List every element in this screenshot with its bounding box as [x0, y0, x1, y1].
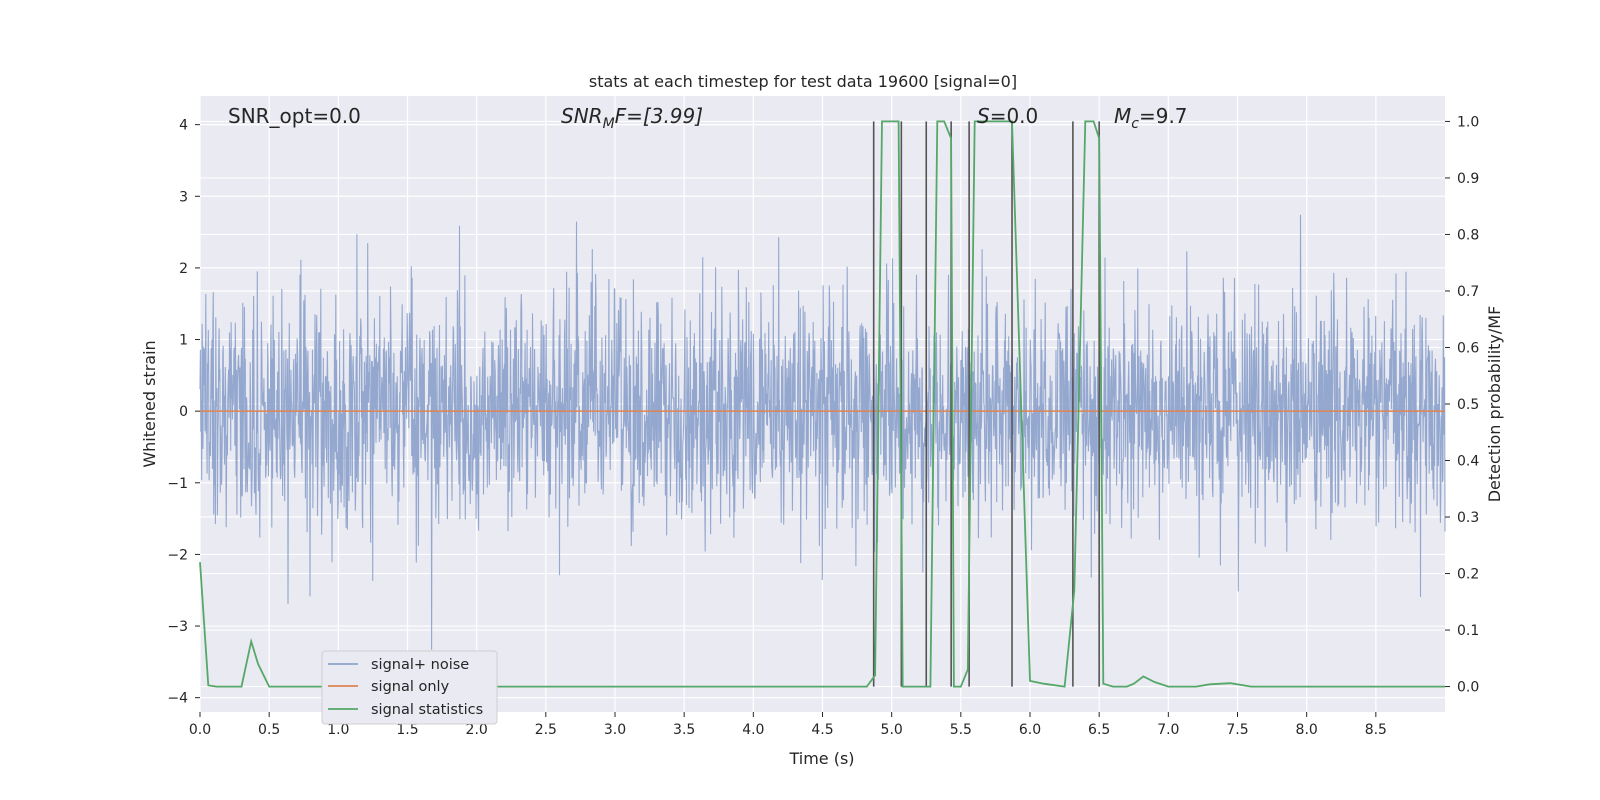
x-tick-label: 5.5 [950, 722, 972, 738]
x-tick-label: 8.5 [1365, 722, 1387, 738]
x-tick-label: 1.0 [327, 722, 349, 738]
y-left-tick-label: −4 [167, 691, 188, 707]
y-left-tick-label: 1 [179, 333, 188, 349]
annotation-mc-rest: =9.7 [1139, 104, 1188, 128]
y-right-tick-label: 0.6 [1457, 340, 1479, 356]
y-right-tick-label: 0.3 [1457, 510, 1479, 526]
y-right-tick-label: 0.2 [1457, 567, 1479, 583]
y-left-tick-label: 3 [179, 189, 188, 205]
x-axis-label: Time (s) [788, 749, 854, 768]
x-tick-label: 2.0 [466, 722, 488, 738]
y-axis-right-label: Detection probability/MF [1485, 306, 1504, 503]
y-right-tick-label: 0.7 [1457, 284, 1479, 300]
y-right-tick-label: 0.5 [1457, 397, 1479, 413]
signal-noise-trace [199, 214, 1446, 650]
x-tick-label: 1.5 [396, 722, 418, 738]
y-right-tick-label: 0.9 [1457, 171, 1479, 187]
y-left-tick-label: 2 [179, 261, 188, 277]
chart-title: stats at each timestep for test data 196… [589, 72, 1017, 91]
x-tick-label: 0.5 [258, 722, 280, 738]
annotation-s: S=0.0 [977, 104, 1038, 128]
annotation-s-rest: =0.0 [990, 104, 1039, 128]
legend-box [321, 650, 498, 725]
y-axis-left-ticks: −4 −3 −2 −1 0 1 2 3 4 [167, 118, 200, 707]
y-left-tick-label: 4 [179, 118, 188, 134]
y-axis-right-ticks: 0.0 0.1 0.2 0.3 0.4 0.5 0.6 0.7 0.8 0.9 1.0 [1445, 114, 1479, 696]
legend-label-signal-noise: signal+ noise [371, 657, 469, 673]
annotation-mc-sub: c [1131, 116, 1139, 132]
y-right-tick-label: 0.8 [1457, 227, 1479, 243]
series-signal-noise [199, 214, 1446, 650]
annotation-snr-mf-rest: F=[3.99] [615, 104, 703, 128]
annotation-mc: Mc=9.7 [1114, 104, 1188, 132]
x-tick-label: 4.5 [811, 722, 833, 738]
x-tick-label: 3.0 [604, 722, 626, 738]
legend: signal+ noise signal only signal statist… [321, 650, 498, 725]
y-left-tick-label: −2 [167, 547, 188, 563]
x-tick-label: 3.5 [673, 722, 695, 738]
y-right-tick-label: 0.4 [1457, 454, 1479, 470]
y-axis-left-label: Whitened strain [140, 340, 159, 467]
legend-label-signal-statistics: signal statistics [371, 702, 483, 718]
annotation-snr-opt: SNR_opt=0.0 [228, 104, 361, 128]
y-left-tick-label: −1 [167, 476, 188, 492]
y-left-tick-label: −3 [167, 619, 188, 635]
x-tick-label: 2.5 [535, 722, 557, 738]
annotation-mc-main: M [1114, 104, 1131, 128]
x-tick-label: 0.0 [189, 722, 211, 738]
y-left-tick-label: 0 [179, 404, 188, 420]
x-tick-label: 8.0 [1296, 722, 1318, 738]
x-tick-label: 6.5 [1088, 722, 1110, 738]
x-tick-label: 7.5 [1226, 722, 1248, 738]
annotation-snr-mf: SNRMF=[3.99] [561, 104, 703, 132]
y-right-tick-label: 1.0 [1457, 114, 1479, 130]
x-axis-ticks: 0.0 0.5 1.0 1.5 2.0 2.5 3.0 3.5 4.0 4.5 5.0 5.5 6.0 6… [189, 712, 1387, 738]
y-right-tick-label: 0.0 [1457, 680, 1479, 696]
y-right-tick-label: 0.1 [1457, 623, 1479, 639]
x-tick-label: 5.0 [881, 722, 903, 738]
x-tick-label: 4.0 [742, 722, 764, 738]
annotation-snr-mf-sub: M [603, 116, 615, 132]
x-tick-label: 6.0 [1019, 722, 1041, 738]
legend-label-signal-only: signal only [371, 679, 450, 695]
annotation-snr-mf-main: SNR [561, 104, 603, 128]
annotation-s-main: S [977, 104, 990, 128]
x-tick-label: 7.0 [1157, 722, 1179, 738]
